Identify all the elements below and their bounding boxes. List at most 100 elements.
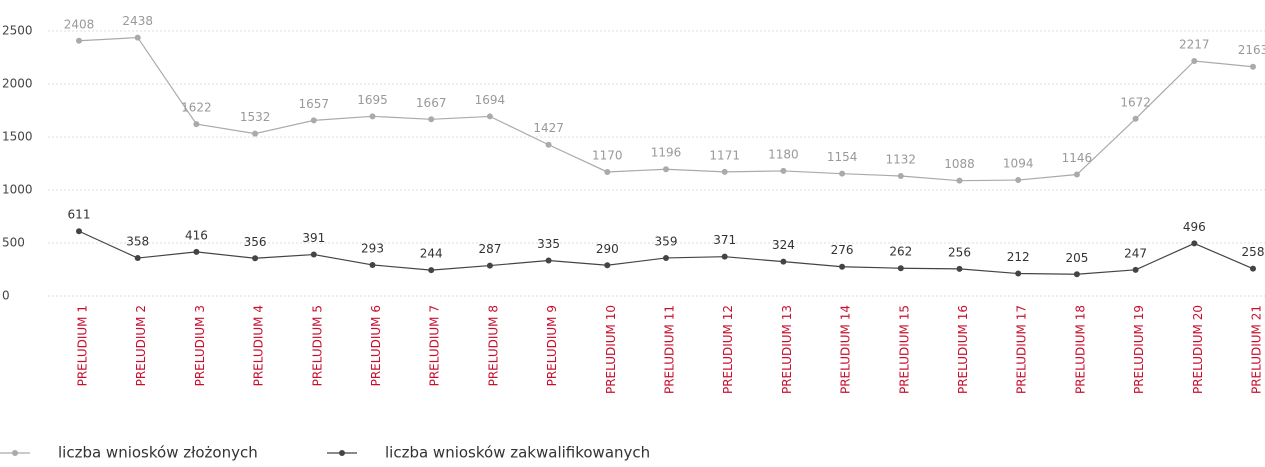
data-label: 1154 [827,150,858,164]
data-label: 262 [889,245,912,259]
x-tick-label: PRELUDIUM 1 [76,305,90,386]
point [721,253,728,260]
point [780,167,787,174]
data-label: 256 [948,245,971,259]
point [839,170,846,177]
data-label: 356 [244,235,267,249]
x-tick-label: PRELUDIUM 4 [252,305,266,386]
legend-label: liczba wniosków zakwalifikowanych [385,444,650,462]
point [1015,177,1022,184]
x-tick-label: PRELUDIUM 20 [1191,305,1205,394]
data-label: 1180 [768,147,799,161]
data-label: 1694 [475,93,506,107]
data-label: 287 [478,242,501,256]
y-tick-label: 2500 [2,24,33,38]
point [486,262,493,269]
data-label: 371 [713,233,736,247]
point [1132,266,1139,273]
data-label: 1657 [299,97,330,111]
legend-marker [12,450,18,456]
data-label: 1427 [533,121,564,135]
data-label: 358 [126,235,149,249]
x-tick-label: PRELUDIUM 5 [310,305,324,386]
data-label: 1667 [416,96,447,110]
legend-label: liczba wniosków złożonych [58,444,258,462]
point [897,173,904,180]
point [1015,270,1022,277]
x-tick-label: PRELUDIUM 7 [428,305,442,386]
data-label: 1196 [651,146,682,160]
point [604,262,611,269]
data-label: 416 [185,228,208,242]
data-label: 2408 [64,17,95,31]
point [310,117,317,124]
point [1073,271,1080,278]
data-label: 335 [537,237,560,251]
data-label: 2438 [122,14,153,28]
point [721,168,728,175]
point [1191,57,1198,64]
point [369,113,376,120]
y-tick-label: 1500 [2,130,33,144]
x-tick-label: PRELUDIUM 10 [604,305,618,394]
data-label: 2217 [1179,37,1210,51]
point [428,267,435,274]
data-label: 391 [302,231,325,245]
x-tick-label: PRELUDIUM 2 [134,305,148,386]
data-label: 1695 [357,93,388,107]
y-tick-label: 500 [2,236,25,250]
y-tick-label: 0 [2,289,10,303]
point [956,265,963,272]
point [76,228,82,235]
point [545,141,552,148]
point [780,258,787,265]
x-tick-label: PRELUDIUM 13 [780,305,794,394]
point [134,34,141,41]
point [428,116,435,123]
point [252,255,259,262]
point [310,251,317,258]
x-tick-label: PRELUDIUM 21 [1250,305,1264,394]
point [1073,171,1080,178]
data-label: 1171 [709,148,740,162]
data-label: 212 [1007,250,1030,264]
data-label: 247 [1124,246,1147,260]
data-label: 1094 [1003,157,1034,171]
data-label: 2163 [1238,43,1265,57]
y-tick-label: 2000 [2,77,33,91]
x-tick-label: PRELUDIUM 9 [545,305,559,386]
data-label: 611 [68,208,91,222]
point [897,265,904,272]
x-tick-label: PRELUDIUM 15 [897,305,911,394]
data-label: 1170 [592,148,623,162]
data-label: 1132 [886,153,917,167]
data-label: 244 [420,247,443,261]
x-tick-label: PRELUDIUM 6 [369,305,383,386]
point [545,257,552,264]
point [193,121,200,128]
point [134,255,141,262]
data-label: 1532 [240,110,271,124]
point [486,113,493,120]
data-label: 324 [772,238,795,252]
data-label: 290 [596,242,619,256]
point [193,248,200,255]
point [956,177,963,184]
x-tick-label: PRELUDIUM 3 [193,305,207,386]
y-tick-label: 1000 [2,183,33,197]
legend-marker [339,450,345,456]
data-label: 1622 [181,101,212,115]
point [76,37,82,44]
data-label: 1146 [1062,151,1093,165]
point [252,130,259,137]
point [1250,63,1256,70]
x-tick-label: PRELUDIUM 18 [1073,305,1087,394]
point [663,254,669,261]
x-tick-label: PRELUDIUM 19 [1132,305,1146,394]
point [1250,265,1256,272]
point [663,166,669,173]
data-label: 359 [655,234,678,248]
x-tick-label: PRELUDIUM 8 [486,305,500,386]
data-label: 205 [1065,251,1088,265]
